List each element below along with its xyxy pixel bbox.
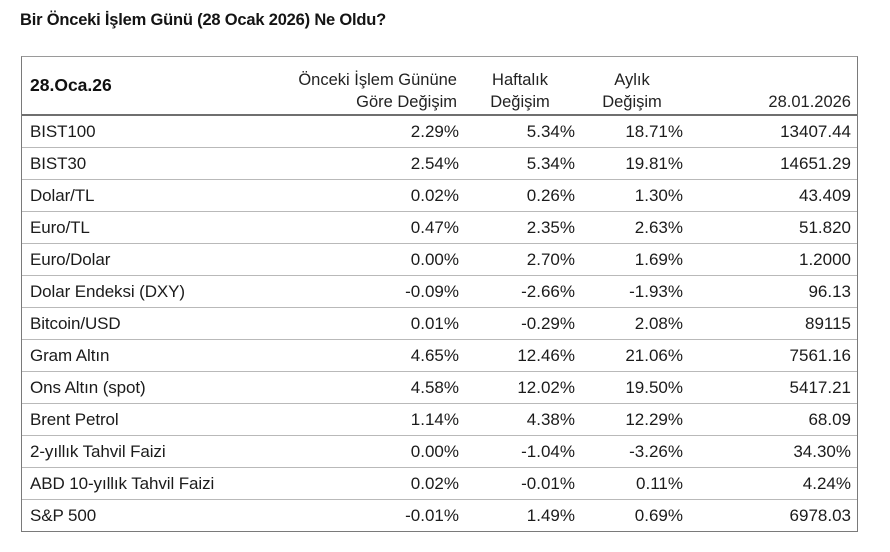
- cell-closing-value: 68.09: [689, 403, 857, 436]
- cell-weekly-change: -2.66%: [465, 275, 581, 308]
- cell-monthly-change: 2.63%: [581, 211, 689, 244]
- cell-closing-value: 4.24%: [689, 467, 857, 500]
- cell-weekly-change: -1.04%: [465, 435, 581, 468]
- header-close-line2: 28.01.2026: [768, 93, 851, 112]
- cell-daily-change: 0.01%: [290, 307, 465, 340]
- cell-daily-change: 1.14%: [290, 403, 465, 436]
- cell-instrument-name: BIST100: [22, 115, 290, 148]
- table-header-row: 28.Oca.26 Önceki İşlem Gününe Göre Değiş…: [22, 57, 857, 116]
- cell-monthly-change: 0.11%: [581, 467, 689, 500]
- cell-monthly-change: 1.30%: [581, 179, 689, 212]
- table-row: Bitcoin/USD 0.01% -0.29% 2.08% 89115: [22, 307, 857, 340]
- cell-instrument-name: Dolar Endeksi (DXY): [22, 275, 290, 308]
- table-row: BIST30 2.54% 5.34% 19.81% 14651.29: [22, 147, 857, 180]
- cell-closing-value: 13407.44: [689, 115, 857, 148]
- table-row: Brent Petrol 1.14% 4.38% 12.29% 68.09: [22, 403, 857, 436]
- cell-instrument-name: Dolar/TL: [22, 179, 290, 212]
- cell-weekly-change: 12.46%: [465, 339, 581, 372]
- cell-daily-change: 0.02%: [290, 179, 465, 212]
- cell-daily-change: 2.29%: [290, 115, 465, 148]
- cell-instrument-name: Euro/TL: [22, 211, 290, 244]
- table-row: Dolar Endeksi (DXY) -0.09% -2.66% -1.93% 96.…: [22, 275, 857, 308]
- cell-daily-change: 4.65%: [290, 339, 465, 372]
- header-cell-weekly-change: Haftalık Değişim: [465, 57, 581, 116]
- table-row: 2-yıllık Tahvil Faizi 0.00% -1.04% -3.26% 34…: [22, 435, 857, 468]
- table-row: Dolar/TL 0.02% 0.26% 1.30% 43.409: [22, 179, 857, 212]
- header-daily-line1: Önceki İşlem Gününe: [298, 71, 457, 90]
- cell-weekly-change: 5.34%: [465, 147, 581, 180]
- header-cell-date-label: 28.Oca.26: [22, 57, 290, 116]
- cell-instrument-name: Bitcoin/USD: [22, 307, 290, 340]
- header-weekly-line1: Haftalık: [492, 71, 548, 90]
- cell-daily-change: 0.02%: [290, 467, 465, 500]
- header-monthly-line1: Aylık: [614, 71, 650, 90]
- cell-monthly-change: 18.71%: [581, 115, 689, 148]
- table-row: ABD 10-yıllık Tahvil Faizi 0.02% -0.01% 0.1…: [22, 467, 857, 500]
- cell-daily-change: -0.01%: [405, 505, 459, 525]
- cell-weekly-change: -0.29%: [465, 307, 581, 340]
- cell-closing-value: 5417.21: [689, 371, 857, 404]
- cell-instrument-name: S&P 500: [30, 505, 97, 525]
- page-title: Bir Önceki İşlem Günü (28 Ocak 2026) Ne …: [20, 11, 387, 29]
- cell-daily-change: 0.00%: [290, 243, 465, 276]
- table-header: 28.Oca.26 Önceki İşlem Gününe Göre Değiş…: [22, 57, 857, 116]
- cell-closing-value: 89115: [689, 307, 857, 340]
- cell-weekly-change: 4.38%: [465, 403, 581, 436]
- header-cell-monthly-change: Aylık Değişim: [581, 57, 689, 116]
- table-row: Ons Altın (spot) 4.58% 12.02% 19.50% 5417.21: [22, 371, 857, 404]
- cell-instrument-name: Gram Altın: [22, 339, 290, 372]
- market-summary-table: 28.Oca.26 Önceki İşlem Gününe Göre Değiş…: [22, 57, 857, 531]
- cell-monthly-change: 2.08%: [581, 307, 689, 340]
- cell-closing-value: 51.820: [689, 211, 857, 244]
- cell-daily-change: -0.09%: [290, 275, 465, 308]
- cell-daily-change: 2.54%: [290, 147, 465, 180]
- cell-weekly-change: 0.26%: [465, 179, 581, 212]
- cell-daily-change: 4.58%: [290, 371, 465, 404]
- cell-instrument-name: Ons Altın (spot): [22, 371, 290, 404]
- cell-weekly-change: -0.01%: [465, 467, 581, 500]
- cell-monthly-change: 21.06%: [581, 339, 689, 372]
- cell-monthly-change: -3.26%: [581, 435, 689, 468]
- cell-instrument-name: BIST30: [22, 147, 290, 180]
- cell-monthly-change: 19.50%: [581, 371, 689, 404]
- cell-closing-value: 34.30%: [689, 435, 857, 468]
- header-weekly-line2: Değişim: [490, 93, 550, 112]
- header-monthly-line2: Değişim: [602, 93, 662, 112]
- cell-monthly-change: 19.81%: [581, 147, 689, 180]
- header-daily-line2: Göre Değişim: [356, 93, 457, 112]
- table-row: S&P 500 -0.01% 1.49% 0.69% 6978.03: [22, 500, 857, 532]
- cell-weekly-change: 1.49%: [526, 505, 575, 525]
- cell-instrument-name: ABD 10-yıllık Tahvil Faizi: [22, 467, 290, 500]
- cell-closing-value: 7561.16: [689, 339, 857, 372]
- market-summary-table-container: 28.Oca.26 Önceki İşlem Gününe Göre Değiş…: [21, 56, 858, 532]
- cell-closing-value: 1.2000: [689, 243, 857, 276]
- cell-weekly-change: 5.34%: [465, 115, 581, 148]
- cell-weekly-change: 12.02%: [465, 371, 581, 404]
- cell-monthly-change: -1.93%: [581, 275, 689, 308]
- cell-daily-change: 0.47%: [290, 211, 465, 244]
- cell-closing-value: 96.13: [689, 275, 857, 308]
- table-row: Euro/TL 0.47% 2.35% 2.63% 51.820: [22, 211, 857, 244]
- cell-instrument-name: Brent Petrol: [22, 403, 290, 436]
- cell-closing-value: 14651.29: [689, 147, 857, 180]
- cell-weekly-change: 2.70%: [465, 243, 581, 276]
- table-row: Euro/Dolar 0.00% 2.70% 1.69% 1.2000: [22, 243, 857, 276]
- cell-closing-value: 6978.03: [789, 505, 851, 525]
- header-cell-closing-date: 28.01.2026: [689, 57, 857, 116]
- cell-weekly-change: 2.35%: [465, 211, 581, 244]
- header-cell-daily-change: Önceki İşlem Gününe Göre Değişim: [290, 57, 465, 116]
- cell-instrument-name: 2-yıllık Tahvil Faizi: [22, 435, 290, 468]
- table-row: Gram Altın 4.65% 12.46% 21.06% 7561.16: [22, 339, 857, 372]
- cell-monthly-change: 1.69%: [581, 243, 689, 276]
- cell-daily-change: 0.00%: [290, 435, 465, 468]
- table-row: BIST100 2.29% 5.34% 18.71% 13407.44: [22, 115, 857, 148]
- cell-closing-value: 43.409: [689, 179, 857, 212]
- cell-instrument-name: Euro/Dolar: [22, 243, 290, 276]
- table-body: BIST100 2.29% 5.34% 18.71% 13407.44 BIST30 2.5…: [22, 115, 857, 531]
- cell-monthly-change: 0.69%: [634, 505, 683, 525]
- cell-monthly-change: 12.29%: [581, 403, 689, 436]
